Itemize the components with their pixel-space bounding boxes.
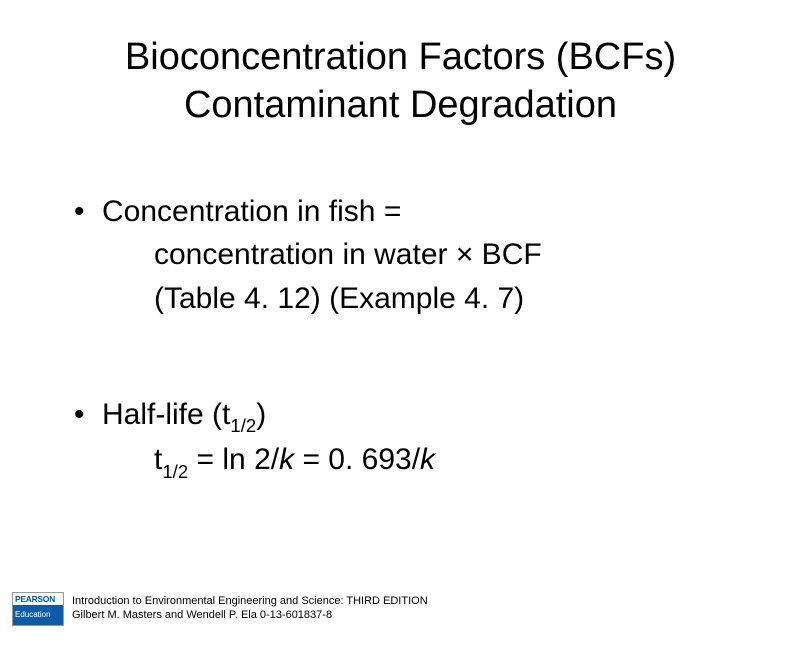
footer-text: Introduction to Environmental Engineerin…	[72, 595, 428, 623]
footer-line-1: Introduction to Environmental Engineerin…	[72, 595, 428, 609]
bullet-2-lead-post: )	[256, 398, 266, 431]
logo-bottom: Education	[13, 605, 63, 626]
bullet-2-lead-pre: Half-life (t	[102, 398, 230, 431]
bullet-2-lead-sub: 1/2	[230, 415, 256, 436]
title-line-1: Bioconcentration Factors (BCFs)	[0, 34, 801, 82]
bullet-2-lead: Half-life (t1/2)	[102, 394, 266, 438]
footer-line-2: Gilbert M. Masters and Wendell P. Ela 0-…	[72, 609, 428, 623]
bullet-1-lead: Concentration in fish =	[102, 191, 401, 233]
logo-top: PEARSON	[13, 593, 63, 605]
slide-footer: PEARSON Education Introduction to Enviro…	[12, 592, 428, 626]
eq-mid2: = 0. 693/	[294, 443, 420, 476]
eq-mid: = ln 2/	[188, 443, 279, 476]
bullet-1-line-2: concentration in water × BCF	[74, 233, 761, 277]
eq-k1: k	[279, 443, 294, 476]
eq-sub: 1/2	[162, 461, 188, 482]
pearson-logo: PEARSON Education	[12, 592, 64, 626]
bullet-1-line-3: (Table 4. 12) (Example 4. 7)	[74, 277, 761, 321]
bullet-2-line-1: • Half-life (t1/2)	[74, 394, 761, 438]
bullet-dot-icon: •	[74, 191, 102, 233]
slide-body: • Concentration in fish = concentration …	[0, 191, 801, 484]
bullet-2: • Half-life (t1/2) t1/2 = ln 2/k = 0. 69…	[74, 394, 761, 484]
title-line-2: Contaminant Degradation	[0, 82, 801, 130]
bullet-1-line-1: • Concentration in fish =	[74, 191, 761, 233]
bullet-dot-icon: •	[74, 394, 102, 436]
slide-title: Bioconcentration Factors (BCFs) Contamin…	[0, 0, 801, 129]
bullet-2-equation: t1/2 = ln 2/k = 0. 693/k	[74, 438, 761, 484]
bullet-1: • Concentration in fish = concentration …	[74, 191, 761, 320]
eq-k2: k	[420, 443, 435, 476]
